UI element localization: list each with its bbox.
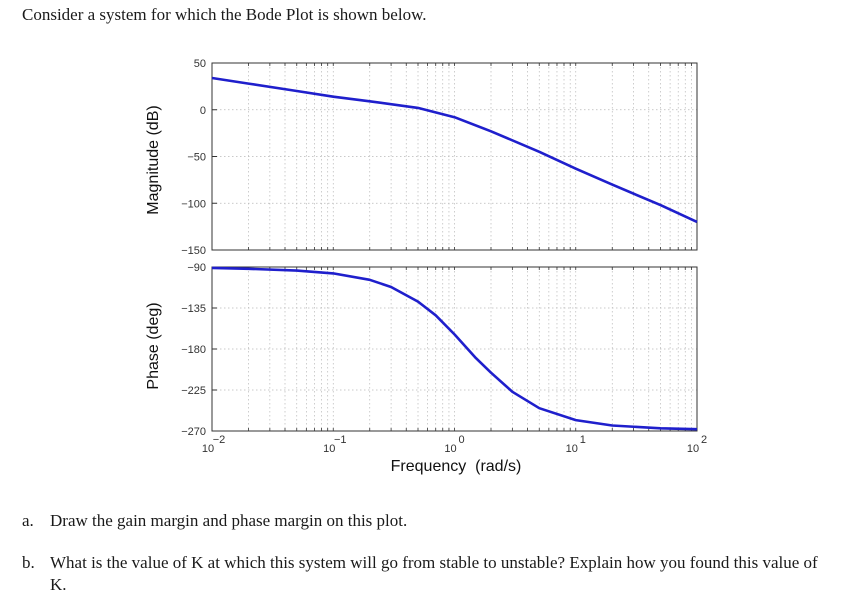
magnitude-ytick-label: 50 bbox=[194, 58, 206, 70]
xtick-exponent: −2 bbox=[213, 434, 226, 446]
magnitude-panel: 50 0 −50 −100 −150 bbox=[181, 58, 698, 257]
question-b-text: What is the value of K at which this sys… bbox=[50, 553, 818, 594]
frequency-axis-label: Frequency (rad/s) bbox=[391, 458, 522, 475]
question-b-letter: b. bbox=[22, 553, 35, 572]
phase-axis-label: Phase (deg) bbox=[145, 302, 162, 389]
question-a: a. Draw the gain margin and phase margin … bbox=[22, 510, 820, 532]
question-a-letter: a. bbox=[22, 511, 34, 530]
intro-text: Consider a system for which the Bode Plo… bbox=[22, 5, 427, 24]
xtick-label: 10 bbox=[687, 443, 699, 455]
xtick-label: 10 bbox=[202, 443, 214, 455]
xtick-exponent: 2 bbox=[701, 434, 707, 446]
phase-ytick-label: −180 bbox=[181, 344, 206, 356]
phase-ytick-label: −225 bbox=[181, 385, 206, 397]
xtick-exponent: 0 bbox=[458, 434, 464, 446]
magnitude-frame bbox=[211, 62, 698, 251]
phase-ytick-label: −270 bbox=[181, 426, 206, 438]
magnitude-ytick-label: −50 bbox=[187, 152, 206, 164]
xtick-label: 10 bbox=[444, 443, 456, 455]
phase-ytick-label: −135 bbox=[181, 303, 206, 315]
xtick-label: 10 bbox=[323, 443, 335, 455]
magnitude-ytick-label: 0 bbox=[200, 105, 206, 117]
magnitude-axis-label: Magnitude (dB) bbox=[145, 105, 162, 214]
magnitude-ytick-label: −100 bbox=[181, 198, 206, 210]
bode-plot: 500−50−100−150 −90−135−180−225−27010−210… bbox=[145, 58, 707, 475]
xtick-exponent: −1 bbox=[334, 434, 347, 446]
magnitude-curve bbox=[211, 76, 698, 224]
phase-curve bbox=[211, 266, 698, 431]
magnitude-ytick-label: −150 bbox=[181, 245, 206, 257]
xtick-label: 10 bbox=[566, 443, 578, 455]
question-b: b. What is the value of K at which this s… bbox=[22, 552, 820, 596]
phase-ytick-label: −90 bbox=[187, 262, 206, 274]
question-a-text: Draw the gain margin and phase margin on… bbox=[50, 511, 408, 530]
phase-frame bbox=[211, 266, 698, 432]
xtick-exponent: 1 bbox=[580, 434, 586, 446]
